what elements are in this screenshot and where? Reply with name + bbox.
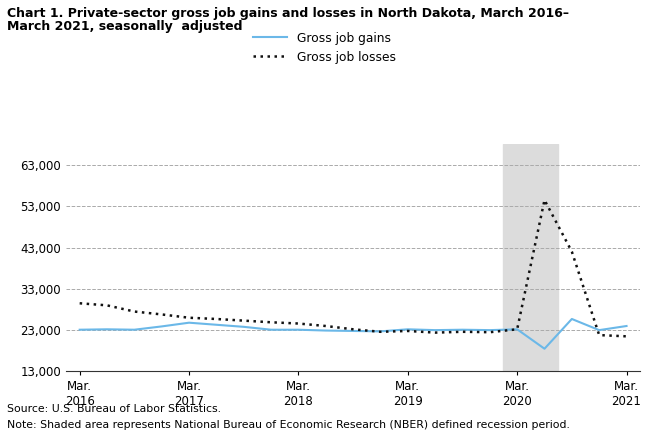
- Gross job losses: [622, 334, 630, 339]
- Gross job losses: [595, 333, 603, 338]
- Gross job losses: [213, 316, 220, 322]
- Text: Note: Shaded area represents National Bureau of Economic Research (NBER) defined: Note: Shaded area represents National Bu…: [7, 420, 570, 430]
- Gross job gains: [185, 320, 193, 325]
- Gross job gains: [349, 328, 357, 333]
- Gross job gains: [158, 324, 166, 329]
- Gross job losses: [459, 329, 467, 334]
- Gross job gains: [76, 327, 84, 333]
- Gross job gains: [568, 316, 576, 322]
- Gross job gains: [486, 327, 494, 333]
- Gross job losses: [541, 198, 548, 203]
- Gross job gains: [294, 327, 302, 333]
- Text: March 2021, seasonally  adjusted: March 2021, seasonally adjusted: [7, 20, 242, 33]
- Text: Chart 1. Private-sector gross job gains and losses in North Dakota, March 2016–: Chart 1. Private-sector gross job gains …: [7, 7, 569, 20]
- Gross job gains: [213, 322, 220, 327]
- Gross job losses: [185, 315, 193, 320]
- Gross job gains: [404, 327, 412, 332]
- Gross job losses: [404, 328, 412, 333]
- Gross job losses: [294, 321, 302, 326]
- Gross job gains: [322, 328, 330, 333]
- Gross job gains: [513, 327, 521, 332]
- Gross job losses: [158, 312, 166, 317]
- Gross job losses: [267, 319, 275, 325]
- Gross job losses: [322, 323, 330, 329]
- Line: Gross job gains: Gross job gains: [80, 319, 626, 349]
- Gross job losses: [240, 318, 248, 323]
- Gross job gains: [131, 327, 139, 333]
- Gross job losses: [376, 329, 384, 334]
- Bar: [504, 144, 558, 371]
- Line: Gross job losses: Gross job losses: [80, 200, 626, 336]
- Gross job gains: [459, 327, 467, 333]
- Gross job gains: [376, 329, 384, 334]
- Gross job gains: [103, 327, 111, 332]
- Gross job gains: [431, 327, 439, 333]
- Gross job losses: [349, 327, 357, 332]
- Legend: Gross job gains, Gross job losses: Gross job gains, Gross job losses: [253, 32, 396, 64]
- Gross job gains: [595, 327, 603, 333]
- Gross job losses: [103, 303, 111, 308]
- Gross job losses: [486, 329, 494, 335]
- Gross job gains: [622, 323, 630, 329]
- Gross job gains: [541, 346, 548, 351]
- Gross job gains: [240, 324, 248, 329]
- Gross job losses: [513, 327, 521, 332]
- Gross job losses: [76, 301, 84, 306]
- Gross job losses: [131, 309, 139, 314]
- Gross job losses: [568, 249, 576, 254]
- Gross job losses: [431, 330, 439, 335]
- Gross job gains: [267, 327, 275, 333]
- Text: Source: U.S. Bureau of Labor Statistics.: Source: U.S. Bureau of Labor Statistics.: [7, 404, 220, 414]
